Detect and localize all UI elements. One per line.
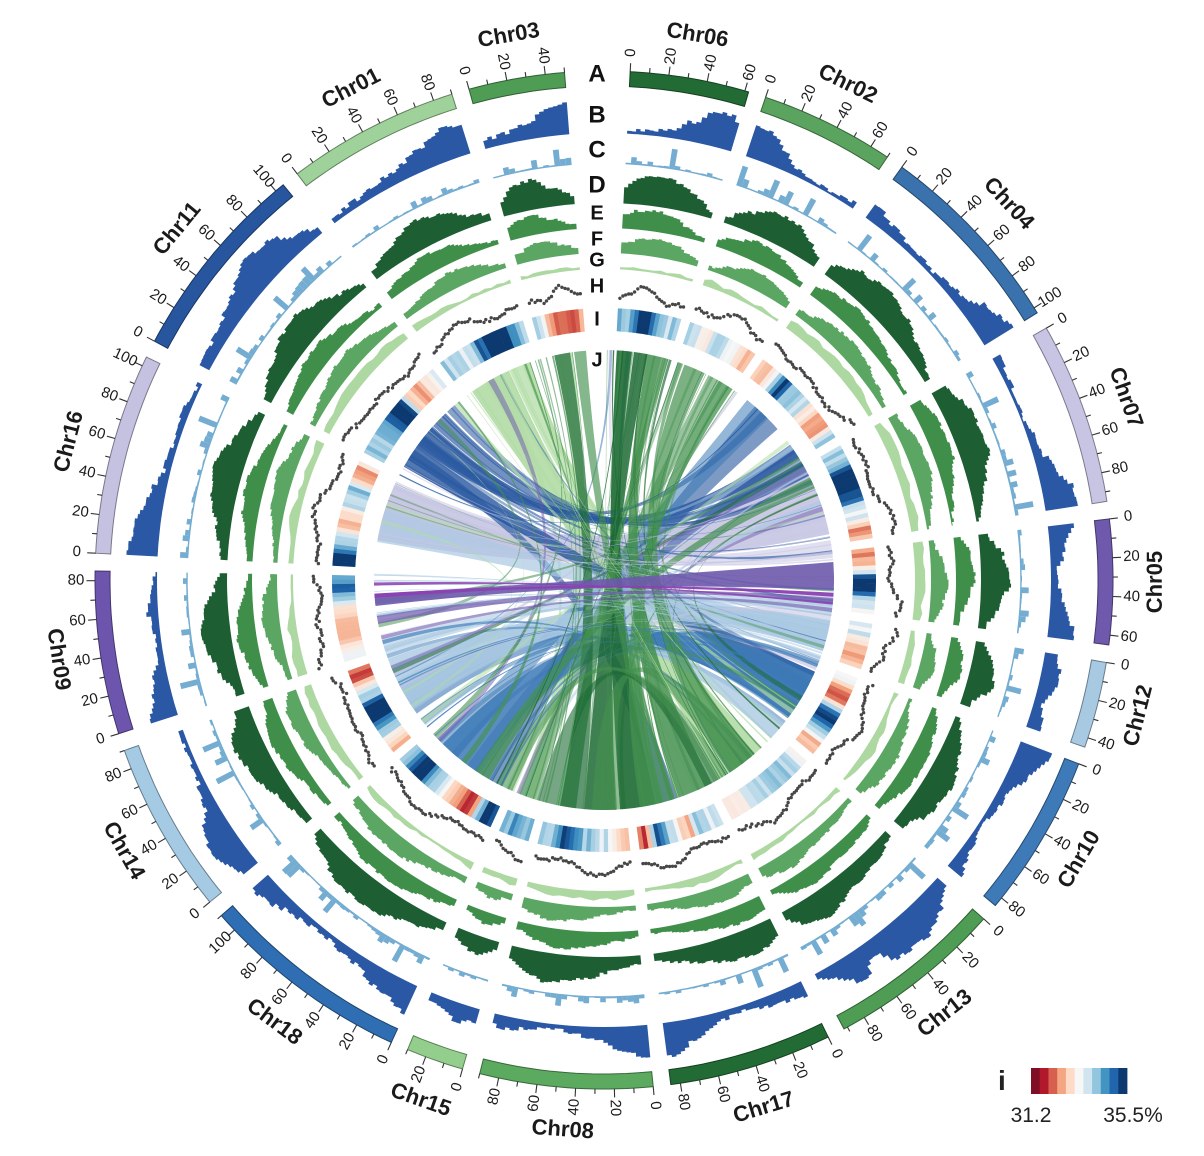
svg-text:20: 20 <box>80 690 100 710</box>
svg-text:40: 40 <box>73 651 92 670</box>
svg-text:C: C <box>588 136 605 163</box>
svg-text:60: 60 <box>379 86 401 108</box>
svg-text:Chr08: Chr08 <box>531 1114 595 1144</box>
svg-text:i: i <box>998 1065 1006 1096</box>
svg-text:J: J <box>591 349 602 371</box>
svg-text:D: D <box>588 171 605 198</box>
svg-text:80: 80 <box>68 572 85 589</box>
svg-text:20: 20 <box>607 1099 624 1116</box>
svg-text:I: I <box>594 308 600 330</box>
svg-text:20: 20 <box>789 1059 811 1081</box>
svg-text:0: 0 <box>647 1100 665 1110</box>
svg-text:0: 0 <box>72 543 81 560</box>
svg-text:20: 20 <box>661 47 680 66</box>
svg-text:80: 80 <box>1005 898 1029 922</box>
svg-text:40: 40 <box>565 1098 583 1116</box>
svg-text:20: 20 <box>1069 796 1091 819</box>
svg-text:40: 40 <box>834 99 857 122</box>
svg-text:60: 60 <box>69 611 87 629</box>
svg-text:A: A <box>588 60 605 87</box>
svg-text:60: 60 <box>739 62 760 83</box>
svg-text:40: 40 <box>169 252 193 276</box>
svg-text:0: 0 <box>1120 656 1131 674</box>
svg-text:0: 0 <box>1123 507 1133 525</box>
svg-text:40: 40 <box>752 1073 773 1094</box>
svg-text:20: 20 <box>159 870 182 893</box>
svg-text:80: 80 <box>863 1022 886 1045</box>
svg-text:40: 40 <box>1050 831 1073 854</box>
svg-text:80: 80 <box>1015 252 1039 276</box>
svg-text:60: 60 <box>713 1084 733 1104</box>
svg-text:20: 20 <box>1123 547 1140 565</box>
svg-text:40: 40 <box>1096 733 1117 754</box>
svg-text:20: 20 <box>336 1030 359 1053</box>
svg-text:40: 40 <box>343 104 366 127</box>
svg-text:40: 40 <box>928 975 952 999</box>
svg-text:H: H <box>590 275 604 297</box>
svg-text:40: 40 <box>77 462 97 482</box>
svg-text:60: 60 <box>1120 627 1138 646</box>
svg-text:60: 60 <box>869 119 892 142</box>
svg-text:35.5%: 35.5% <box>1103 1104 1163 1127</box>
svg-text:60: 60 <box>87 422 108 443</box>
svg-text:Chr05: Chr05 <box>1142 551 1167 613</box>
svg-text:60: 60 <box>1029 865 1052 888</box>
svg-text:B: B <box>588 101 605 128</box>
svg-text:31.2: 31.2 <box>1011 1104 1052 1127</box>
svg-text:20: 20 <box>147 285 170 308</box>
svg-text:F: F <box>591 228 603 250</box>
svg-text:G: G <box>589 249 605 271</box>
svg-text:40: 40 <box>534 46 553 65</box>
svg-text:40: 40 <box>1123 588 1140 606</box>
svg-text:20: 20 <box>71 502 90 521</box>
svg-text:20: 20 <box>308 124 331 147</box>
svg-text:20: 20 <box>1107 694 1127 714</box>
svg-text:40: 40 <box>700 53 720 73</box>
svg-text:20: 20 <box>494 52 514 72</box>
svg-text:60: 60 <box>268 985 292 1009</box>
svg-text:60: 60 <box>119 801 141 824</box>
svg-text:60: 60 <box>1100 419 1121 440</box>
svg-text:20: 20 <box>798 82 820 104</box>
svg-text:20: 20 <box>408 1064 430 1086</box>
svg-text:0: 0 <box>622 48 639 57</box>
svg-text:80: 80 <box>484 1087 504 1107</box>
svg-text:40: 40 <box>301 1009 324 1032</box>
svg-text:60: 60 <box>896 1000 920 1023</box>
svg-text:40: 40 <box>137 836 160 859</box>
svg-text:80: 80 <box>674 1092 693 1111</box>
svg-text:E: E <box>590 202 603 224</box>
svg-text:20: 20 <box>1070 343 1092 366</box>
svg-text:60: 60 <box>524 1094 543 1113</box>
svg-text:80: 80 <box>417 72 439 93</box>
svg-text:40: 40 <box>1086 380 1108 402</box>
svg-text:80: 80 <box>1110 458 1130 478</box>
svg-text:80: 80 <box>99 384 121 406</box>
svg-text:80: 80 <box>102 764 124 786</box>
